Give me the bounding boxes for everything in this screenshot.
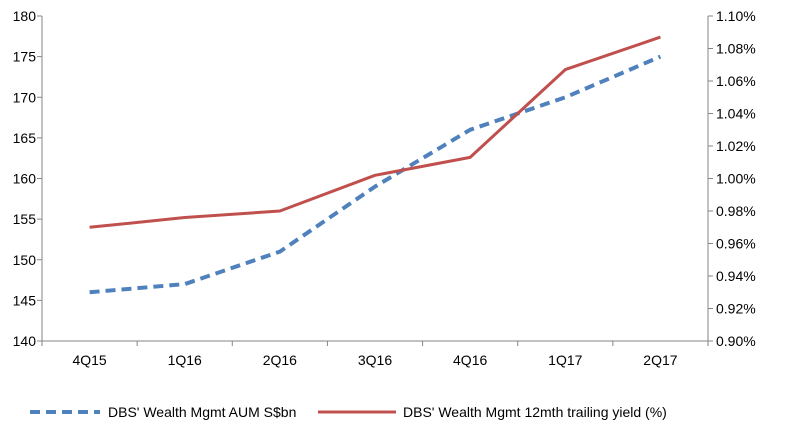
left-tick-label: 165: [13, 130, 37, 146]
right-tick-label: 1.08%: [716, 41, 756, 57]
right-tick-label: 1.06%: [716, 73, 756, 89]
right-axis-ticks: 0.90% 0.92% 0.94% 0.96% 0.98% 1.00% 1.02% 1.04%…: [708, 8, 756, 349]
left-tick-label: 170: [13, 89, 37, 105]
x-tick-label: 1Q16: [168, 352, 202, 368]
right-tick-label: 0.92%: [716, 301, 756, 317]
right-tick-label: 0.98%: [716, 203, 756, 219]
left-axis-ticks: 140 145 150 155 160 165 170 175 180: [13, 8, 42, 349]
aum-series-line: [89, 54, 662, 295]
x-tick-label: 2Q16: [263, 352, 297, 368]
left-tick-label: 150: [13, 252, 37, 268]
legend: DBS' Wealth Mgmt AUM S$bn DBS' Wealth Mg…: [30, 404, 667, 420]
left-tick-label: 180: [13, 8, 37, 24]
x-tick-label: 3Q16: [358, 352, 392, 368]
right-tick-label: 0.94%: [716, 268, 756, 284]
legend-label-yield: DBS' Wealth Mgmt 12mth trailing yield (%…: [403, 404, 667, 420]
x-tick-label: 4Q16: [453, 352, 487, 368]
left-tick-label: 175: [13, 49, 37, 65]
right-tick-label: 1.00%: [716, 171, 756, 187]
right-tick-label: 0.96%: [716, 236, 756, 252]
right-tick-label: 0.90%: [716, 333, 756, 349]
series-lines: [89, 35, 662, 295]
axes: [41, 16, 709, 342]
right-tick-label: 1.04%: [716, 106, 756, 122]
x-tick-label: 1Q17: [548, 352, 582, 368]
x-tick-label: 4Q15: [72, 352, 106, 368]
right-tick-label: 1.02%: [716, 138, 756, 154]
legend-label-aum: DBS' Wealth Mgmt AUM S$bn: [108, 404, 296, 420]
x-axis-ticks: 4Q15 1Q16 2Q16 3Q16 4Q16 1Q17 2Q17: [41, 341, 709, 368]
x-tick-label: 2Q17: [643, 352, 677, 368]
left-tick-label: 155: [13, 211, 37, 227]
yield-series-line: [89, 35, 661, 229]
left-tick-label: 160: [13, 171, 37, 187]
left-tick-label: 145: [13, 292, 37, 308]
left-tick-label: 140: [13, 333, 37, 349]
right-tick-label: 1.10%: [716, 8, 756, 24]
